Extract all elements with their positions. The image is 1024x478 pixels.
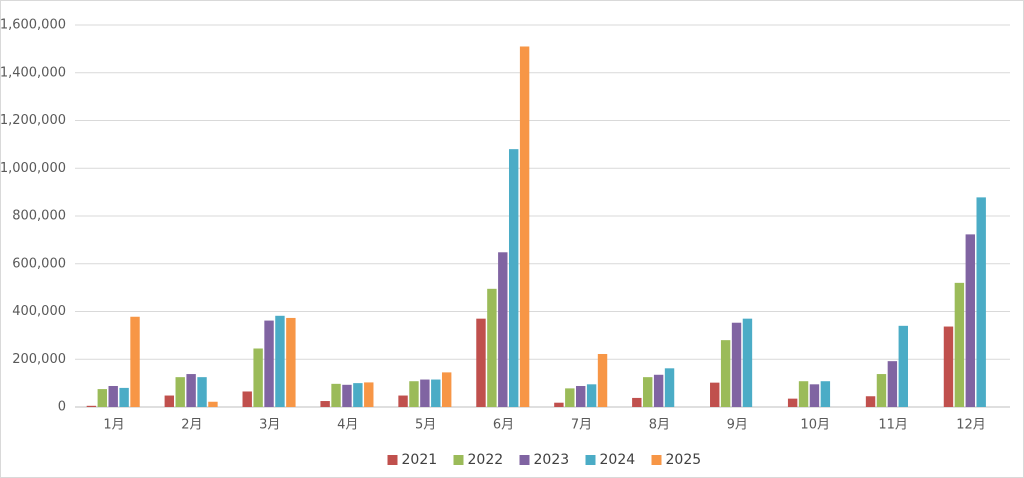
bar bbox=[364, 382, 374, 407]
bar bbox=[108, 385, 118, 407]
bar bbox=[353, 383, 363, 407]
bar bbox=[887, 361, 898, 407]
bar bbox=[119, 387, 129, 407]
bar bbox=[242, 391, 252, 407]
bar bbox=[253, 348, 263, 407]
bar bbox=[965, 234, 975, 407]
legend-swatch bbox=[651, 455, 662, 465]
bar bbox=[976, 197, 986, 407]
legend: 2021 2022 2023 2024 2025 bbox=[387, 452, 702, 468]
bar bbox=[275, 315, 285, 407]
bar bbox=[487, 288, 497, 407]
bar bbox=[86, 405, 97, 407]
legend-swatch bbox=[519, 455, 530, 465]
bar bbox=[809, 384, 820, 407]
bar bbox=[742, 318, 753, 407]
bar bbox=[409, 381, 419, 407]
legend-label: 2022 bbox=[468, 452, 504, 468]
x-tick-label: 7月 bbox=[571, 418, 592, 433]
bar bbox=[820, 381, 831, 407]
bar bbox=[476, 318, 486, 407]
bar bbox=[597, 353, 608, 407]
legend-swatch bbox=[585, 455, 596, 465]
bar bbox=[175, 377, 185, 407]
bar bbox=[264, 320, 274, 407]
x-tick-label: 1月 bbox=[103, 418, 124, 433]
x-tick-label: 11月 bbox=[878, 418, 908, 433]
bar bbox=[586, 384, 597, 407]
y-tick-label: 0 bbox=[58, 400, 66, 415]
bar bbox=[798, 381, 809, 407]
y-tick-label: 1,400,000 bbox=[0, 65, 66, 80]
bar bbox=[441, 372, 452, 407]
bar bbox=[898, 325, 908, 407]
y-tick-label: 800,000 bbox=[12, 209, 66, 224]
bar bbox=[720, 340, 731, 407]
legend-label: 2025 bbox=[666, 452, 702, 468]
bar bbox=[519, 46, 530, 408]
x-tick-label: 3月 bbox=[259, 418, 280, 433]
x-tick-label: 2月 bbox=[181, 418, 202, 433]
y-tick-label: 400,000 bbox=[12, 304, 66, 319]
bar bbox=[787, 398, 798, 407]
y-tick-label: 1,200,000 bbox=[0, 113, 66, 128]
bar bbox=[643, 377, 653, 407]
bar bbox=[632, 397, 642, 407]
bar bbox=[954, 282, 965, 407]
bar bbox=[865, 396, 876, 407]
bar bbox=[320, 401, 330, 407]
bar bbox=[431, 379, 441, 407]
legend-label: 2024 bbox=[600, 452, 636, 468]
legend-label: 2023 bbox=[534, 452, 570, 468]
legend-swatch bbox=[387, 455, 398, 465]
bar bbox=[943, 326, 954, 407]
x-tick-label: 5月 bbox=[415, 418, 436, 433]
bar bbox=[286, 317, 296, 407]
bar bbox=[130, 316, 140, 407]
y-tick-label: 1,000,000 bbox=[0, 161, 66, 176]
x-tick-label: 8月 bbox=[649, 418, 670, 433]
x-tick-label: 4月 bbox=[337, 418, 358, 433]
legend-label: 2021 bbox=[402, 452, 438, 468]
bar bbox=[876, 374, 887, 407]
bar bbox=[565, 388, 575, 407]
y-tick-label: 1,600,000 bbox=[0, 18, 66, 33]
legend-swatch bbox=[453, 455, 464, 465]
x-tick-label: 10月 bbox=[800, 418, 830, 433]
bar bbox=[420, 379, 430, 407]
bar bbox=[508, 149, 519, 407]
bar bbox=[731, 322, 742, 407]
bar bbox=[97, 389, 108, 407]
bar bbox=[653, 374, 664, 407]
x-tick-label: 9月 bbox=[727, 418, 748, 433]
y-tick-label: 200,000 bbox=[12, 352, 66, 367]
bar bbox=[197, 377, 207, 407]
bar bbox=[208, 401, 218, 407]
x-tick-label: 12月 bbox=[956, 418, 986, 433]
bar bbox=[710, 382, 720, 407]
bar bbox=[498, 252, 508, 407]
bar bbox=[576, 385, 586, 407]
bar bbox=[664, 368, 675, 407]
bar bbox=[398, 395, 408, 407]
bar bbox=[554, 402, 564, 407]
bar bbox=[186, 374, 196, 407]
bar bbox=[331, 383, 341, 407]
bar bbox=[342, 384, 352, 407]
y-tick-label: 600,000 bbox=[12, 256, 66, 271]
x-tick-label: 6月 bbox=[493, 418, 514, 433]
bar bbox=[164, 395, 175, 407]
